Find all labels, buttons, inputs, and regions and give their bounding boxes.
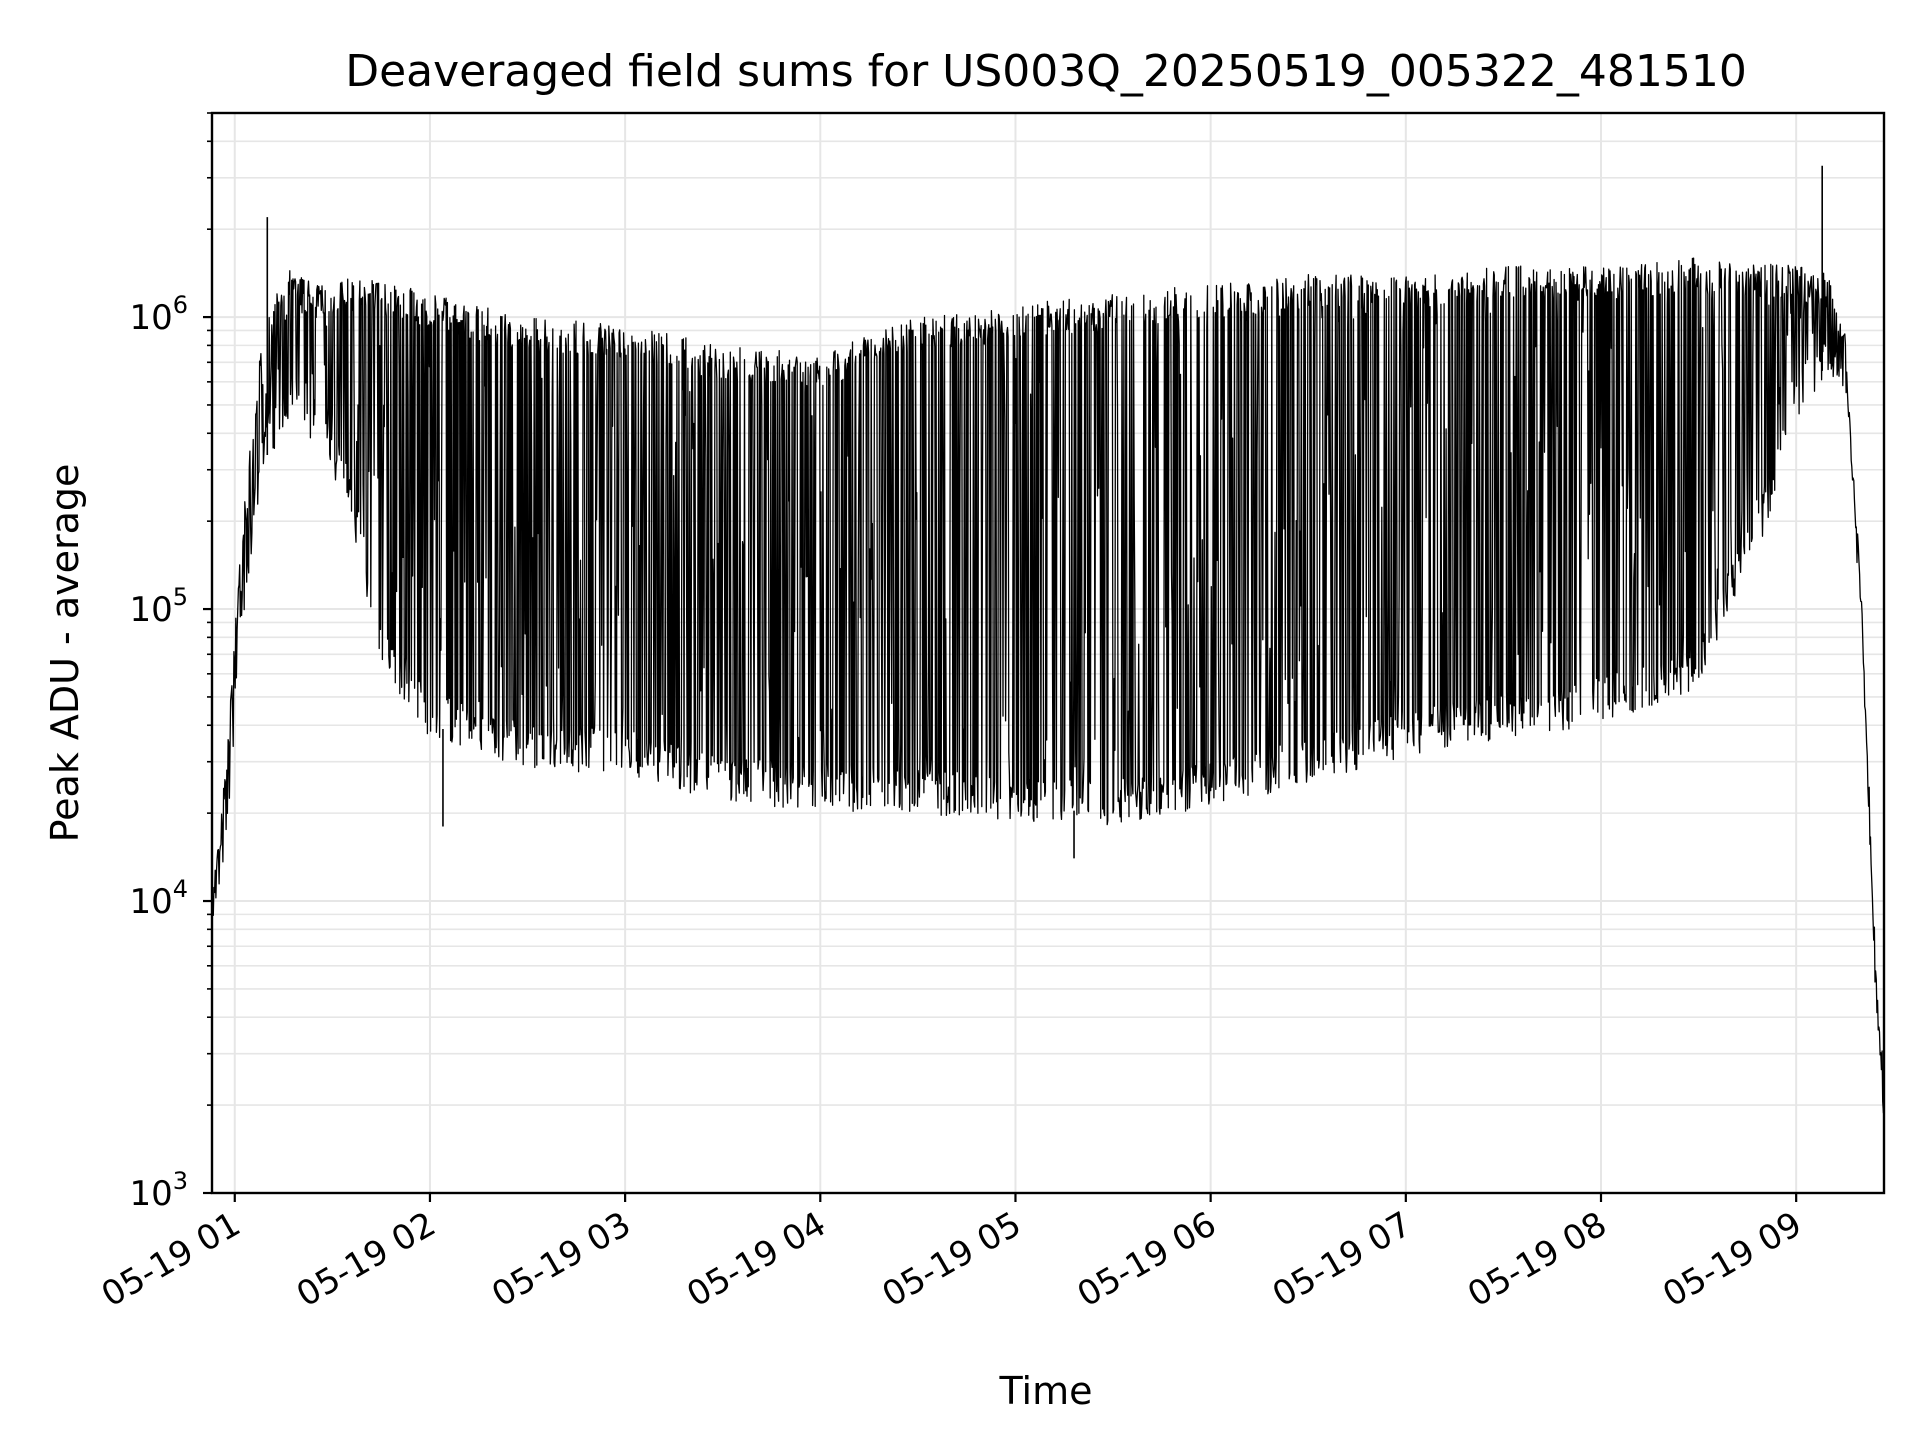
x-tick-label: 05-19 03 xyxy=(485,1204,637,1315)
x-tick-label: 05-19 02 xyxy=(290,1204,442,1315)
series-layer xyxy=(211,165,1885,1114)
x-tick-label: 05-19 06 xyxy=(1071,1204,1223,1315)
y-tick-label: 106 xyxy=(129,291,188,338)
y-axis-label: Peak ADU - average xyxy=(43,464,87,843)
y-tick-label: 103 xyxy=(129,1167,188,1214)
y-tick-label: 104 xyxy=(129,875,188,922)
y-tick-label: 105 xyxy=(129,583,188,630)
chart-title: Deaveraged field sums for US003Q_2025051… xyxy=(345,46,1747,97)
x-tick-label: 05-19 05 xyxy=(876,1204,1028,1315)
grid xyxy=(212,112,1884,1194)
x-tick-label: 05-19 09 xyxy=(1656,1204,1808,1315)
x-axis-label: Time xyxy=(999,1369,1093,1413)
series-line xyxy=(211,257,1885,1114)
x-axis-ticks: 05-19 01 05-19 02 05-19 03 05-19 04 05-19 05… xyxy=(95,1193,1809,1315)
x-tick-label: 05-19 01 xyxy=(95,1204,247,1315)
x-tick-label: 05-19 04 xyxy=(680,1204,832,1315)
plot-frame xyxy=(210,111,1886,1195)
y-axis-ticks: 103 104 105 106 xyxy=(129,112,212,1214)
x-tick-label: 05-19 08 xyxy=(1461,1204,1613,1315)
x-tick-label: 05-19 07 xyxy=(1266,1204,1418,1315)
